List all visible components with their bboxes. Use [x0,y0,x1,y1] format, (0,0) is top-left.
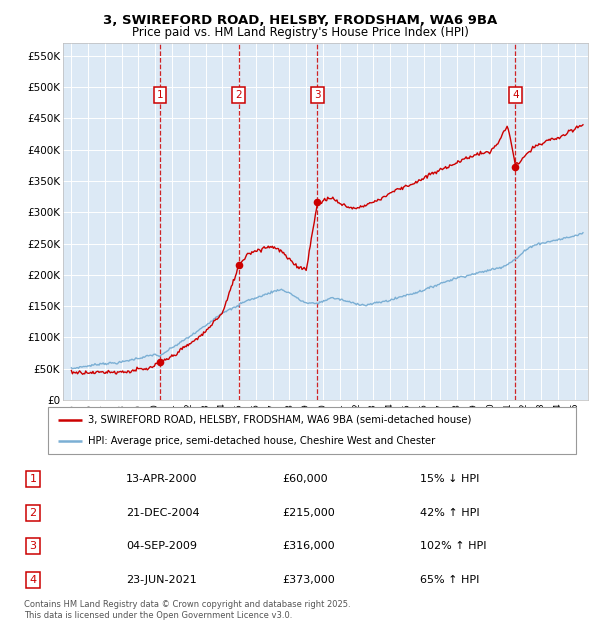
Text: 65% ↑ HPI: 65% ↑ HPI [420,575,479,585]
Text: 13-APR-2000: 13-APR-2000 [126,474,197,484]
Text: 42% ↑ HPI: 42% ↑ HPI [420,508,479,518]
Text: 102% ↑ HPI: 102% ↑ HPI [420,541,487,551]
Text: 2: 2 [235,90,242,100]
Text: 3, SWIREFORD ROAD, HELSBY, FRODSHAM, WA6 9BA: 3, SWIREFORD ROAD, HELSBY, FRODSHAM, WA6… [103,14,497,27]
Text: 04-SEP-2009: 04-SEP-2009 [126,541,197,551]
Text: HPI: Average price, semi-detached house, Cheshire West and Chester: HPI: Average price, semi-detached house,… [88,436,435,446]
Text: 3: 3 [29,541,37,551]
Text: 1: 1 [29,474,37,484]
Text: 1: 1 [157,90,163,100]
Text: Price paid vs. HM Land Registry's House Price Index (HPI): Price paid vs. HM Land Registry's House … [131,26,469,39]
Text: £373,000: £373,000 [282,575,335,585]
Text: Contains HM Land Registry data © Crown copyright and database right 2025.
This d: Contains HM Land Registry data © Crown c… [24,600,350,619]
Text: 4: 4 [512,90,518,100]
Text: 2: 2 [29,508,37,518]
Text: £215,000: £215,000 [282,508,335,518]
Text: 3, SWIREFORD ROAD, HELSBY, FRODSHAM, WA6 9BA (semi-detached house): 3, SWIREFORD ROAD, HELSBY, FRODSHAM, WA6… [88,415,471,425]
Text: 3: 3 [314,90,321,100]
Text: 15% ↓ HPI: 15% ↓ HPI [420,474,479,484]
Text: £316,000: £316,000 [282,541,335,551]
Text: 21-DEC-2004: 21-DEC-2004 [126,508,200,518]
FancyBboxPatch shape [48,407,576,454]
Text: 23-JUN-2021: 23-JUN-2021 [126,575,197,585]
Text: £60,000: £60,000 [282,474,328,484]
Text: 4: 4 [29,575,37,585]
